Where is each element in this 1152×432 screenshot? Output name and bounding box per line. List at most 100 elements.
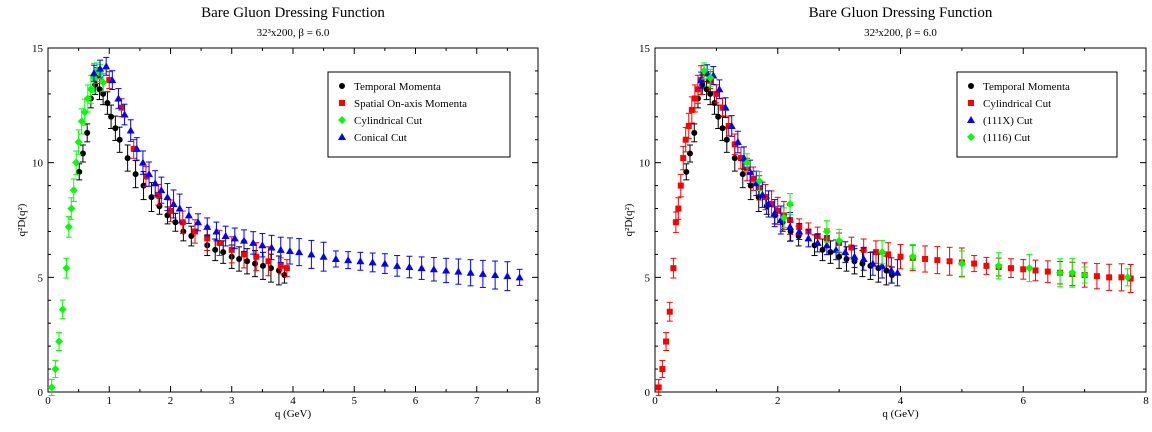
data-point [84,129,91,136]
data-point [380,259,389,267]
data-point [47,383,56,392]
legend-marker [338,116,346,124]
data-point [719,125,726,132]
data-point [946,258,953,265]
data-point [331,254,340,262]
data-point [118,104,125,111]
legend-box [327,71,511,158]
x-tick-label: 2 [168,395,174,407]
data-point [971,260,978,267]
x-tick-label: 2 [775,395,781,407]
y-tick-label: 5 [38,272,44,284]
data-point [822,241,831,249]
data-point [682,136,689,143]
y-tick-label: 0 [38,387,44,399]
x-tick-label: 8 [535,395,541,407]
x-tick-label: 5 [352,395,358,407]
data-point [691,129,698,136]
data-point [69,186,78,195]
chart-2: Bare Gluon Dressing Function 32³x200, β =… [623,5,1149,420]
data-point [1020,266,1027,273]
data-point [221,232,230,240]
data-point [478,269,487,277]
data-point [157,186,166,194]
data-point [787,228,794,235]
y-tick-label: 15 [639,43,651,55]
data-point [850,252,859,260]
data-point [688,106,695,113]
data-point [813,238,822,246]
legend-label: Cylindrical Cut [354,115,422,127]
data-point [106,77,113,84]
data-point [776,216,785,223]
legend-marker [339,83,345,89]
data-point [148,194,155,201]
data-point [733,138,742,146]
legend-label: Spatial On-axis Momenta [354,98,467,110]
data-point [108,113,115,120]
data-point [755,177,764,186]
data-point [680,155,687,162]
data-point [770,209,779,217]
data-point [703,86,710,93]
data-point [804,234,813,242]
data-point [120,110,129,118]
x-axis-label: q (GeV) [882,408,919,420]
x-tick-label: 0 [652,395,658,407]
data-point [743,158,752,167]
series-1116-cut [700,62,1132,288]
data-point [1025,264,1034,273]
data-point [62,264,71,273]
data-point [750,175,757,182]
series-temporal-momenta [76,74,288,286]
data-point [822,227,831,236]
data-point [655,384,662,391]
data-point [58,305,67,314]
data-point [888,272,895,279]
data-point [89,69,98,77]
data-point [1080,271,1089,280]
y-tick-label: 10 [639,158,651,170]
data-point [192,228,198,235]
legend-marker [967,116,975,123]
data-point [721,103,730,111]
y-axis-label: q²D(q²) [623,203,635,236]
data-point [252,260,259,267]
data-point [872,249,879,256]
data-point [155,191,162,198]
data-point [1007,265,1014,272]
data-point [843,255,850,262]
data-point [74,138,83,147]
data-point [659,366,666,373]
data-point [897,253,904,260]
data-point [184,211,193,219]
data-point [104,100,111,107]
data-point [1044,268,1051,275]
data-point [1068,268,1077,277]
data-point [706,73,715,82]
data-point [666,308,673,315]
data-point [868,259,877,267]
data-point [295,248,304,256]
data-point [768,200,775,207]
legend-label: Temporal Momenta [354,81,441,93]
data-point [672,219,679,226]
data-point [694,86,701,93]
data-point [836,253,843,260]
data-point [164,212,171,219]
data-point [429,265,438,273]
data-point [172,219,179,226]
x-tick-label: 4 [290,395,296,407]
legend-box [956,71,1118,158]
legend-marker [967,133,975,141]
chart-1: Bare Gluon Dressing Function 32³x200, β =… [16,5,541,420]
data-point [204,235,211,242]
data-point [64,222,73,231]
x-tick-label: 7 [474,395,480,407]
data-point [180,228,187,235]
data-point [258,241,267,249]
legend: Temporal Momenta Spatial On-axis Momenta C… [327,71,511,158]
y-axis-label: q²D(q²) [16,203,28,236]
x-tick-label: 4 [898,395,904,407]
data-point [675,205,682,212]
